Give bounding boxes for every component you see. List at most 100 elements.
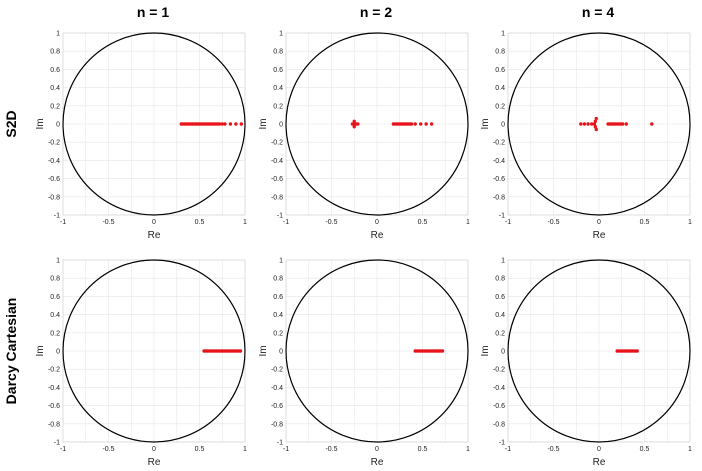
subplot-3: -1 -0.5 0 0.5 1 1 0.8 0.6 0.4 0.2 0 -0.2 -0.4 -0.6 -0.…	[480, 31, 692, 242]
y-tick-label: -0.8	[493, 194, 505, 201]
y-tick-label: 0.4	[50, 312, 60, 319]
x-axis-label: Re	[148, 230, 161, 241]
y-tick-label: -0.4	[48, 158, 60, 165]
subplot-grid: -1 -0.5 0 0.5 1 1 0.8 0.6 0.4 0.2 0 -0.2 -0.4 -0.6 -0.…	[35, 31, 692, 469]
y-tick-label: -1	[54, 213, 60, 220]
eigenvalue-point	[413, 122, 417, 126]
y-tick-label: -0.6	[271, 403, 283, 410]
y-tick-label: 0.2	[495, 103, 505, 110]
x-tick-label: -1	[505, 446, 511, 453]
eigenvalue-point	[352, 119, 356, 123]
eigenvalue-point	[579, 122, 583, 126]
y-tick-label: -0.8	[493, 421, 505, 428]
x-tick-label: 0	[597, 219, 601, 226]
x-tick-label: 0.5	[418, 446, 428, 453]
y-tick-label: -0.6	[48, 403, 60, 410]
y-tick-label: -1	[499, 213, 505, 220]
y-tick-label: 0.2	[50, 330, 60, 337]
unit-circle	[62, 259, 246, 443]
x-tick-label: 0	[597, 446, 601, 453]
x-tick-label: -1	[60, 446, 66, 453]
column-title-n4: n = 4	[582, 4, 615, 20]
y-tick-label: -0.4	[271, 158, 283, 165]
y-tick-label: 0.8	[273, 276, 283, 283]
x-tick-label: 1	[243, 446, 247, 453]
y-tick-label: 0.4	[50, 85, 60, 92]
y-tick-label: 0	[501, 349, 505, 356]
y-tick-label: -0.2	[493, 140, 505, 147]
y-axis-label: Im	[480, 345, 491, 356]
x-axis-label: Re	[593, 457, 606, 468]
x-tick-label: -0.5	[325, 446, 337, 453]
y-tick-label: 0.8	[50, 49, 60, 56]
y-axis-label: Im	[258, 118, 269, 129]
eigenvalue-point	[356, 122, 360, 126]
eigenvalue-point	[635, 349, 639, 353]
eigenvalue-point	[223, 122, 227, 126]
y-tick-label: 0	[56, 349, 60, 356]
y-tick-label: 0.2	[50, 103, 60, 110]
eigenvalue-point	[239, 122, 244, 126]
y-tick-label: 0.4	[273, 85, 283, 92]
x-tick-label: 0.5	[195, 446, 205, 453]
x-tick-label: 0.5	[418, 219, 428, 226]
eigenvalue-point	[409, 122, 414, 126]
eigenvalue-point	[593, 119, 598, 123]
x-tick-label: -1	[60, 219, 66, 226]
x-tick-label: 0	[152, 219, 156, 226]
x-tick-label: 0	[375, 219, 379, 226]
x-tick-label: -0.5	[547, 219, 559, 226]
unit-circle	[507, 259, 691, 443]
subplot-6: -1 -0.5 0 0.5 1 1 0.8 0.6 0.4 0.2 0 -0.2 -0.4 -0.6 -0.…	[480, 258, 692, 469]
x-tick-label: 1	[688, 219, 692, 226]
eigenvalue-point	[220, 122, 224, 126]
eigenvalue-point	[593, 125, 598, 129]
y-tick-label: 0.8	[273, 49, 283, 56]
y-tick-label: -1	[499, 440, 505, 447]
eigenvalue-point	[594, 116, 598, 121]
y-tick-label: 0.6	[273, 294, 283, 301]
y-axis-label: Im	[480, 118, 491, 129]
y-axis-label: Im	[258, 345, 269, 356]
y-tick-label: 1	[279, 258, 283, 265]
eigenvalue-point	[217, 122, 222, 126]
y-tick-label: -0.6	[271, 176, 283, 183]
x-tick-label: -0.5	[547, 446, 559, 453]
y-tick-label: 0.6	[495, 294, 505, 301]
y-tick-label: 0	[56, 122, 60, 129]
eigenvalue-point	[440, 349, 445, 353]
y-tick-label: 0	[501, 122, 505, 129]
y-tick-label: -0.2	[48, 140, 60, 147]
y-tick-label: 1	[501, 258, 505, 265]
y-tick-label: -0.2	[493, 367, 505, 374]
y-tick-label: -0.4	[271, 385, 283, 392]
eigenvalue-point	[590, 122, 594, 126]
y-tick-label: 0.4	[273, 312, 283, 319]
y-tick-label: 0.8	[495, 276, 505, 283]
y-tick-label: 0.4	[495, 85, 505, 92]
y-tick-label: -1	[54, 440, 60, 447]
y-tick-label: -0.2	[48, 367, 60, 374]
eigenvalue-point	[582, 122, 587, 126]
y-tick-label: -0.8	[48, 194, 60, 201]
eigenvalue-point	[586, 122, 590, 126]
eigenvalue-point	[592, 122, 597, 126]
unit-circle	[507, 32, 691, 216]
eigenvalue-point	[352, 125, 356, 129]
y-tick-label: 1	[501, 31, 505, 38]
y-tick-label: -0.8	[48, 421, 60, 428]
x-axis-label: Re	[593, 230, 606, 241]
x-tick-label: 0.5	[640, 446, 650, 453]
y-tick-label: 0.6	[50, 294, 60, 301]
x-tick-label: 1	[466, 446, 470, 453]
x-axis-label: Re	[371, 457, 384, 468]
unit-circle	[285, 259, 469, 443]
subplot-4: -1 -0.5 0 0.5 1 1 0.8 0.6 0.4 0.2 0 -0.2 -0.4 -0.6 -0.…	[35, 258, 247, 469]
y-tick-label: -1	[277, 213, 283, 220]
y-tick-label: -0.8	[271, 194, 283, 201]
eigenvalue-point	[650, 122, 654, 126]
x-tick-label: 1	[243, 219, 247, 226]
eigenvalue-point	[620, 122, 625, 126]
x-tick-label: -0.5	[102, 219, 114, 226]
